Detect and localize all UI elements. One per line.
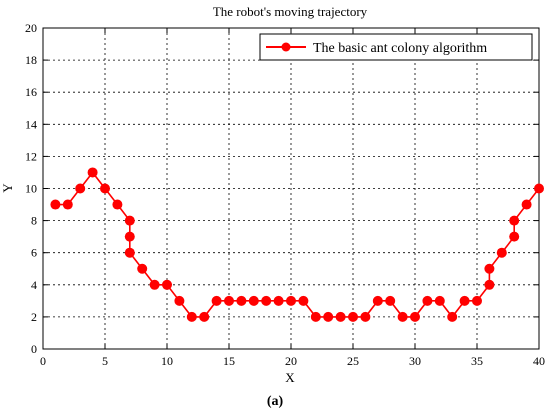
series-point xyxy=(224,295,234,306)
series-point xyxy=(286,295,296,306)
series-point xyxy=(62,199,73,210)
x-tick-label: 0 xyxy=(40,354,46,368)
y-tick-label: 16 xyxy=(25,85,37,99)
series-point xyxy=(199,311,210,322)
series-point xyxy=(534,183,544,194)
series-point xyxy=(521,199,532,210)
series-point xyxy=(484,279,495,290)
series-point xyxy=(310,311,321,322)
x-tick-label: 10 xyxy=(161,354,173,368)
y-tick-label: 20 xyxy=(25,21,37,35)
series-point xyxy=(323,311,334,322)
series-point xyxy=(410,311,420,322)
x-tick-label: 20 xyxy=(285,354,297,368)
series-point xyxy=(348,311,358,322)
series-point xyxy=(124,231,135,242)
y-tick-label: 0 xyxy=(31,342,37,356)
y-tick-label: 12 xyxy=(25,149,37,163)
series-point xyxy=(112,199,123,210)
series-point xyxy=(484,263,495,274)
legend: The basic ant colony algorithm xyxy=(259,33,533,61)
y-tick-label: 10 xyxy=(25,182,37,196)
series-point xyxy=(472,295,482,306)
series-point xyxy=(50,199,61,210)
y-tick-label: 18 xyxy=(25,53,37,67)
series-point xyxy=(261,295,272,306)
x-axis-label: X xyxy=(285,370,295,385)
x-tick-label: 5 xyxy=(102,354,108,368)
legend-box xyxy=(259,33,533,61)
series-point xyxy=(149,279,160,290)
series-point xyxy=(87,167,98,178)
series-point xyxy=(100,183,110,194)
series-point xyxy=(360,311,371,322)
x-tick-label: 35 xyxy=(471,354,483,368)
series-point xyxy=(211,295,222,306)
x-tick-label: 30 xyxy=(409,354,421,368)
series-point xyxy=(397,311,408,322)
y-axis-label: Y xyxy=(0,183,15,193)
series-point xyxy=(509,231,520,242)
series-point xyxy=(124,247,135,258)
series-point xyxy=(372,295,383,306)
series-point xyxy=(496,247,507,258)
y-tick-label: 6 xyxy=(31,246,37,260)
series-point xyxy=(447,311,458,322)
figure-caption: (a) xyxy=(267,394,284,409)
series-point xyxy=(459,295,470,306)
series-point xyxy=(298,295,309,306)
y-tick-label: 2 xyxy=(31,310,37,324)
series-point xyxy=(335,311,346,322)
series-layer xyxy=(50,167,544,322)
legend-entry-label: The basic ant colony algorithm xyxy=(313,41,487,56)
x-tick-label: 15 xyxy=(223,354,235,368)
series-point xyxy=(124,215,135,226)
chart-title: The robot's moving trajectory xyxy=(213,4,368,19)
y-tick-label: 14 xyxy=(25,117,37,131)
series-point xyxy=(75,183,86,194)
x-tick-label: 25 xyxy=(347,354,359,368)
legend-marker-swatch xyxy=(281,42,291,52)
y-tick-label: 4 xyxy=(31,278,37,292)
series-point xyxy=(248,295,259,306)
series-point xyxy=(174,295,185,306)
axis-ticks: 0 5 10 15 20 25 30 35 40 0 2 4 6 8 10 12 14 16 18 20 xyxy=(25,21,545,368)
series-point xyxy=(137,263,148,274)
series-point xyxy=(236,295,247,306)
series-point xyxy=(509,215,520,226)
series-point xyxy=(422,295,433,306)
series-point xyxy=(385,295,396,306)
series-line xyxy=(55,171,540,319)
series-point xyxy=(434,295,445,306)
series-point xyxy=(273,295,284,306)
series-point xyxy=(162,279,172,290)
y-tick-label: 8 xyxy=(31,214,37,228)
x-tick-label: 40 xyxy=(533,354,545,368)
series-point xyxy=(186,311,197,322)
